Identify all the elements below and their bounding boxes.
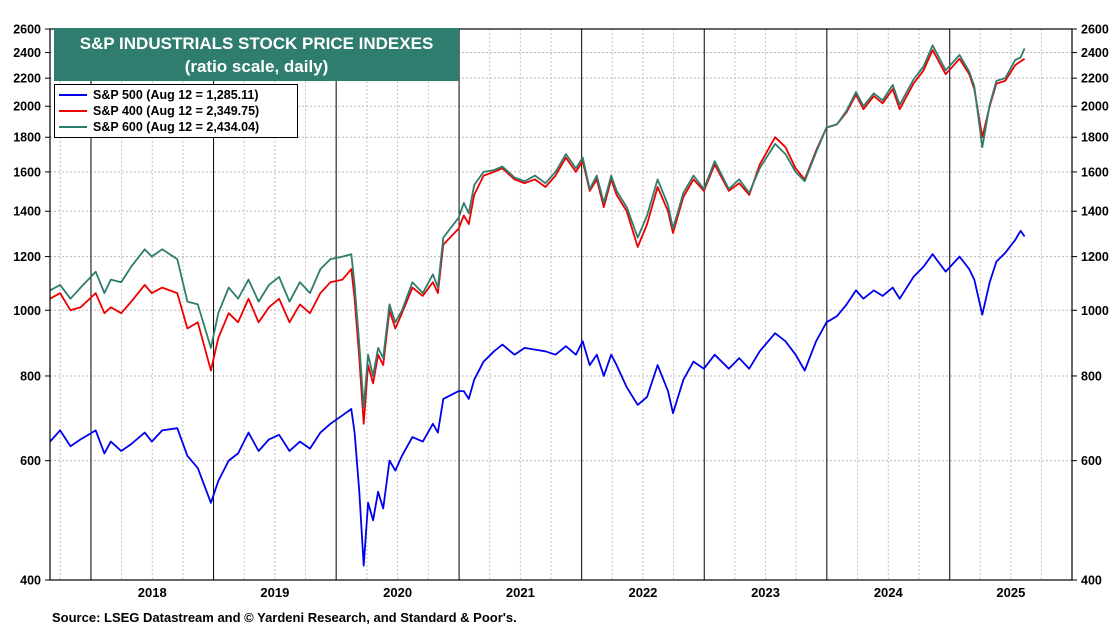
chart-subtitle: (ratio scale, daily): [184, 57, 329, 76]
y-tick-label-left: 1200: [13, 250, 41, 264]
x-tick-label: 2021: [506, 585, 535, 600]
axes: 400 400 600 600 800 800 1000 1000 1200 1200 1400 14…: [13, 23, 1109, 601]
series-line: [49, 49, 1026, 425]
y-tick-label-left: 2000: [13, 100, 41, 114]
source-note: Source: LSEG Datastream and © Yardeni Re…: [52, 610, 517, 625]
legend-label: S&P 400 (Aug 12 = 2,349.75): [93, 104, 260, 118]
y-tick-label-left: 1800: [13, 131, 41, 145]
y-tick-label-right: 1200: [1081, 250, 1109, 264]
y-tick-label-left: 400: [20, 574, 41, 588]
y-tick-label-right: 2600: [1081, 23, 1109, 37]
y-tick-label-left: 1000: [13, 304, 41, 318]
y-tick-label-right: 800: [1081, 369, 1102, 383]
plot-frame: [49, 28, 1073, 581]
series-layer: [49, 44, 1026, 567]
x-tick-label: 2019: [260, 585, 289, 600]
legend-label: S&P 600 (Aug 12 = 2,434.04): [93, 120, 260, 134]
y-tick-label-left: 800: [20, 369, 41, 383]
y-tick-label-left: 2200: [13, 72, 41, 86]
y-tick-label-right: 1800: [1081, 131, 1109, 145]
y-tick-label-right: 1600: [1081, 165, 1109, 179]
chart-title-box: S&P INDUSTRIALS STOCK PRICE INDEXES (rat…: [54, 28, 459, 81]
x-tick-label: 2018: [138, 585, 167, 600]
y-tick-label-left: 2400: [13, 46, 41, 60]
series-line: [49, 44, 1026, 408]
y-tick-label-right: 1000: [1081, 304, 1109, 318]
x-tick-label: 2023: [751, 585, 780, 600]
legend-swatch: [59, 126, 87, 128]
legend-swatch: [59, 94, 87, 96]
y-tick-label-left: 1600: [13, 165, 41, 179]
y-tick-label-right: 2000: [1081, 100, 1109, 114]
y-tick-label-right: 2200: [1081, 72, 1109, 86]
y-tick-label-right: 1400: [1081, 205, 1109, 219]
chart-title: S&P INDUSTRIALS STOCK PRICE INDEXES: [79, 34, 434, 53]
legend-label: S&P 500 (Aug 12 = 1,285.11): [93, 88, 259, 102]
y-tick-label-left: 600: [20, 454, 41, 468]
x-tick-label: 2022: [628, 585, 657, 600]
legend-item: S&P 600 (Aug 12 = 2,434.04): [55, 119, 297, 135]
y-tick-label-left: 1400: [13, 205, 41, 219]
y-tick-label-right: 400: [1081, 574, 1102, 588]
x-tick-label: 2024: [874, 585, 904, 600]
legend-swatch: [59, 110, 87, 112]
series-line: [49, 229, 1026, 567]
y-tick-label-right: 600: [1081, 454, 1102, 468]
y-tick-label-right: 2400: [1081, 46, 1109, 60]
legend-item: S&P 400 (Aug 12 = 2,349.75): [55, 103, 297, 119]
x-tick-label: 2025: [996, 585, 1025, 600]
x-tick-label: 2020: [383, 585, 412, 600]
legend-item: S&P 500 (Aug 12 = 1,285.11): [55, 87, 297, 103]
y-tick-label-left: 2600: [13, 23, 41, 37]
legend: S&P 500 (Aug 12 = 1,285.11) S&P 400 (Aug…: [54, 84, 298, 138]
